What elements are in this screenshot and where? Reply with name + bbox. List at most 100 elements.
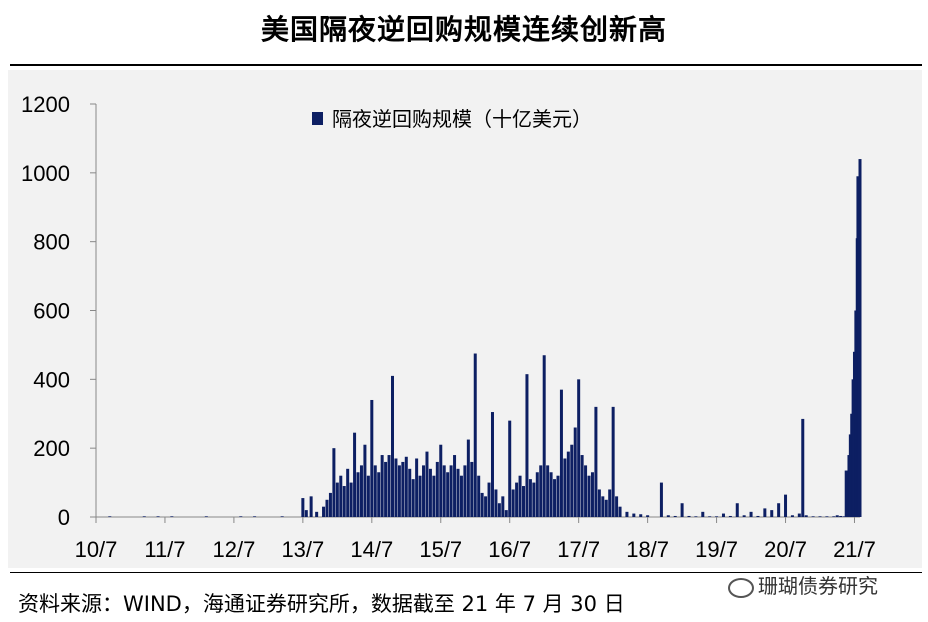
data-bar (528, 479, 532, 517)
x-tick-label: 12/7 (212, 537, 255, 562)
data-bar (301, 498, 305, 517)
data-bar (756, 515, 760, 517)
data-bar (335, 482, 339, 517)
data-bar (373, 465, 377, 517)
data-bar (342, 486, 346, 517)
data-bar (380, 455, 384, 517)
chart-canvas: 0 200 400 600 800 1000 1200 10/7 11/7 12/7 13/7 14/… (21, 92, 876, 562)
data-bar (835, 515, 839, 517)
y-tick-label: 800 (33, 230, 70, 255)
data-bar (432, 475, 436, 517)
data-bar (797, 513, 801, 517)
data-bar (680, 503, 684, 517)
data-bar (459, 475, 463, 517)
data-bar (359, 465, 363, 517)
data-bar (353, 432, 357, 517)
data-bar (356, 472, 360, 517)
data-bar (687, 515, 691, 517)
data-bar (749, 511, 753, 517)
data-bar (473, 353, 477, 517)
data-bar (497, 503, 501, 517)
data-bar (580, 455, 584, 517)
data-bar (549, 472, 553, 517)
data-bar (742, 515, 746, 517)
x-tick-label: 11/7 (144, 537, 185, 562)
data-bar (542, 355, 546, 517)
data-bar (801, 418, 805, 517)
data-bar (515, 482, 519, 517)
x-tick-label: 10/7 (75, 537, 118, 562)
data-bar (559, 389, 563, 517)
x-tick-label: 21/7 (833, 537, 876, 562)
y-tick-label: 400 (33, 367, 70, 392)
data-bar (466, 439, 470, 517)
data-bar (694, 516, 698, 517)
data-bar (363, 444, 367, 517)
data-bar (456, 468, 460, 517)
data-bar (446, 472, 450, 517)
legend-swatch (312, 112, 323, 125)
data-bar (415, 458, 419, 517)
data-bar (404, 456, 408, 517)
data-bar (646, 515, 650, 517)
data-bar (608, 489, 612, 517)
data-bar (587, 475, 591, 517)
data-bar (570, 444, 574, 517)
data-bar (735, 503, 739, 517)
data-bar (453, 455, 457, 517)
data-bar (501, 496, 505, 517)
data-bar (477, 475, 481, 517)
data-bar (494, 489, 498, 517)
data-bar (566, 451, 570, 517)
data-bar (484, 496, 488, 517)
data-bar (594, 406, 598, 517)
data-bar (539, 465, 543, 517)
chart-title: 美国隔夜逆回购规模连续创新高 (260, 13, 667, 46)
data-bar (842, 516, 846, 517)
y-tick-label: 1200 (21, 92, 70, 117)
x-tick-label: 19/7 (695, 537, 738, 562)
data-bar (411, 479, 415, 517)
watermark-label: 珊瑚债券研究 (758, 574, 878, 598)
data-bar (470, 461, 474, 517)
data-bar (535, 472, 539, 517)
data-bar (387, 455, 391, 517)
data-bar (763, 508, 767, 517)
data-bar (839, 515, 843, 517)
data-bar (408, 468, 412, 517)
data-bar (659, 482, 663, 517)
x-tick-label: 14/7 (350, 537, 393, 562)
data-bar (701, 511, 705, 517)
data-bar (573, 427, 577, 517)
data-bar (339, 475, 343, 517)
data-bar (553, 479, 557, 517)
data-bar (425, 451, 429, 517)
data-bar (728, 515, 732, 517)
data-bar (721, 513, 725, 517)
data-bar (315, 511, 319, 517)
data-bar (253, 516, 257, 517)
data-bar (108, 516, 112, 517)
data-bar (777, 503, 781, 517)
data-bar (463, 465, 467, 517)
data-bar (673, 515, 677, 517)
source-note: 资料来源：WIND，海通证券研究所，数据截至 21 年 7 月 30 日 (18, 592, 625, 616)
data-bar (770, 510, 774, 517)
data-bar (377, 472, 381, 517)
data-bar (618, 506, 622, 517)
data-bar (170, 516, 174, 517)
y-tick-label: 0 (58, 505, 70, 530)
data-bar (435, 461, 439, 517)
data-bar (611, 406, 615, 517)
data-bar (332, 448, 336, 517)
data-bar (442, 465, 446, 517)
y-tick-label: 200 (33, 436, 70, 461)
data-bar (449, 465, 453, 517)
data-bar (309, 496, 313, 517)
data-bar (525, 374, 529, 517)
data-bar (239, 516, 243, 517)
data-bar (325, 499, 329, 517)
data-bar (818, 516, 822, 517)
x-tick-label: 13/7 (281, 537, 324, 562)
data-bar (790, 515, 794, 517)
